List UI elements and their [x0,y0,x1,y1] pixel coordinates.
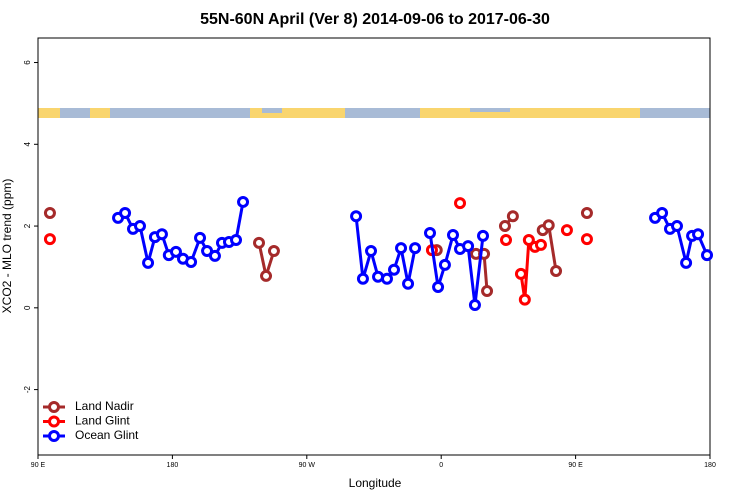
data-point [550,265,563,278]
x-axis-label: Longitude [349,476,402,490]
data-point [169,245,182,258]
data-point [194,231,207,244]
data-point [424,227,436,240]
data-point [506,210,519,223]
data-point [432,280,445,293]
data-point [542,219,555,232]
y-tick-label: 2 [23,223,32,228]
map-ocean [640,108,710,118]
x-tick-label: 180 [167,462,179,469]
data-point [580,233,593,246]
data-point [692,228,705,241]
x-tick-label: 90 E [568,462,583,469]
y-tick-label: 0 [23,305,32,310]
data-point [356,272,369,285]
chart-title: 55N-60N April (Ver 8) 2014-09-06 to 2017… [200,11,550,28]
data-point [395,242,408,255]
x-tick-label: 90 E [31,462,46,469]
map-ocean [110,108,250,118]
data-point [155,228,168,241]
x-tick-label: 180 [704,462,716,469]
data-point [534,238,547,251]
data-point [133,220,146,233]
data-point [185,256,198,269]
data-point [142,256,155,269]
x-tick-label: 0 [439,462,443,469]
data-point [580,206,593,219]
data-point [365,244,378,257]
data-point [388,263,401,276]
legend-marker [48,401,60,413]
data-point [350,210,363,223]
data-point [500,233,513,246]
y-tick-label: 4 [23,142,32,147]
data-point [260,269,273,282]
data-point [237,195,250,208]
data-point [119,206,132,219]
data-point [43,233,56,246]
map-ocean [60,108,90,118]
data-point [253,236,266,249]
data-point [518,293,531,306]
map-ocean [470,108,510,112]
legend-marker [48,415,60,428]
data-point [560,224,573,237]
data-point [43,206,56,219]
data-point [656,206,669,219]
data-point [208,249,221,262]
data-point [438,258,451,271]
data-point [514,267,527,280]
data-point [477,229,490,242]
legend-label: Ocean Glint [75,428,139,442]
data-point [498,220,511,233]
legend-label: Land Nadir [75,399,134,413]
data-point [481,285,494,298]
data-point [409,242,422,255]
x-tick-label: 90 W [299,462,316,469]
data-point [522,233,535,246]
data-point [462,240,475,253]
data-point [380,272,393,285]
data-point [446,229,459,242]
y-axis-label: XCO2 - MLO trend (ppm) [0,179,14,314]
map-ocean [345,108,420,118]
map-ocean [262,108,282,113]
data-point [454,197,467,210]
data-point [402,277,415,290]
data-point [468,298,481,311]
y-tick-label: 6 [23,60,32,65]
map-strip [38,108,710,118]
legend-marker [48,430,60,442]
plot-frame [37,37,711,456]
data-point [230,233,243,246]
data-point [680,256,693,269]
data-point [267,244,280,257]
y-tick-label: -2 [23,385,32,393]
legend-label: Land Glint [75,414,130,428]
data-point [701,249,714,262]
data-point [670,220,683,233]
